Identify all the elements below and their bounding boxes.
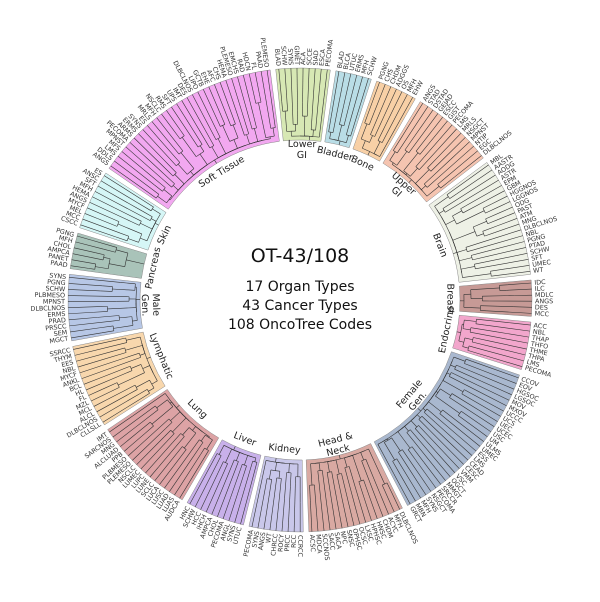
- organ-label-kidney: Kidney: [268, 442, 302, 456]
- leaf-label: ACSC: [308, 534, 317, 552]
- organ-label-male-gen: Male: [150, 293, 162, 316]
- center-line-organs: 17 Organ Types: [245, 279, 354, 295]
- leaf-label: MCC: [534, 310, 549, 319]
- organ-label-pancreas: Pancreas: [144, 246, 164, 290]
- center-line-cancer-types: 43 Cancer Types: [242, 298, 357, 314]
- organ-label-skin: Skin: [155, 224, 174, 247]
- organ-label-lower-gi: GI: [297, 150, 307, 161]
- leaf-label: SCHW: [366, 55, 380, 77]
- center-line-codes: 108 OncoTree Codes: [228, 317, 372, 333]
- center-title: OT-43/108: [251, 245, 350, 267]
- organ-label-lower-gi: Lower: [288, 139, 317, 150]
- organ-label-male-gen: Gen.: [139, 294, 151, 317]
- leaf-label: SYNS: [49, 271, 67, 281]
- sector-breast: [459, 280, 532, 316]
- organ-label-liver: Liver: [232, 430, 258, 449]
- sector-soft-tissue: [109, 70, 279, 209]
- leaf-label: PECOMA: [324, 38, 335, 67]
- leaf-label: WT: [533, 266, 544, 275]
- center-summary: OT-43/108 17 Organ Types 43 Cancer Types…: [228, 245, 372, 333]
